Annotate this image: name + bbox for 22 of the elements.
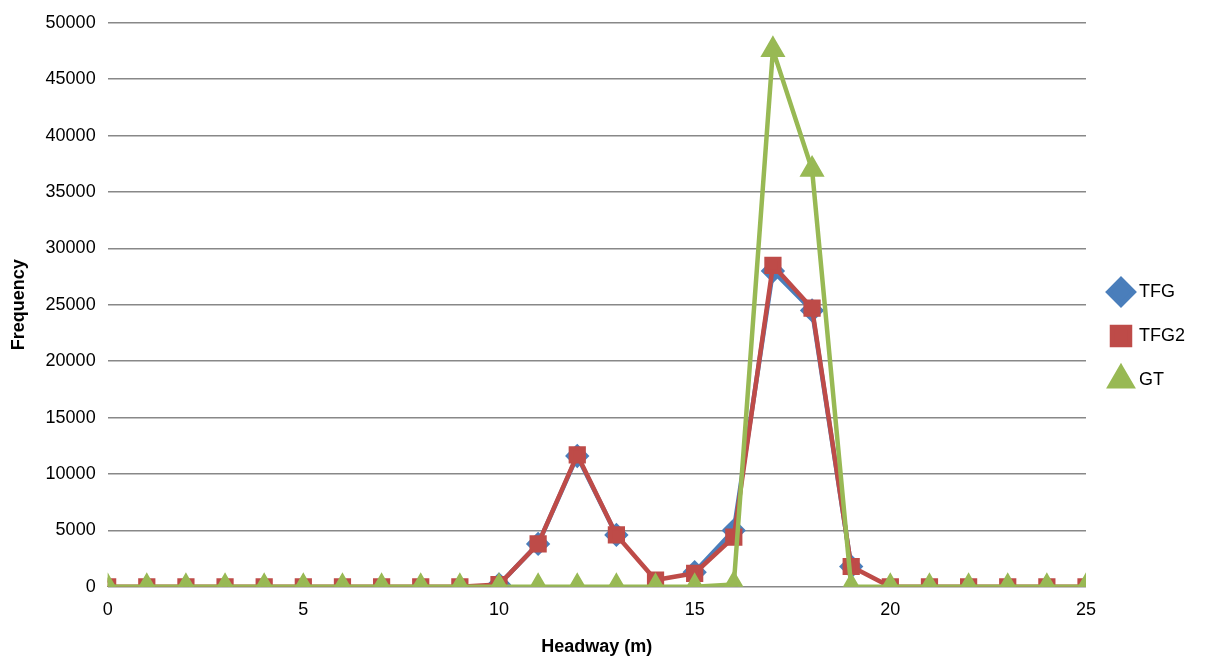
y-tick-label: 10000	[45, 462, 96, 483]
x-tick-label: 25	[1075, 598, 1097, 619]
y-tick-label: 25000	[45, 293, 96, 314]
y-axis-title: Frequency	[7, 259, 28, 351]
legend-label: TFG	[1139, 280, 1175, 301]
x-tick-label: 5	[298, 598, 309, 619]
y-tick-label: 45000	[45, 68, 96, 89]
x-tick-label: 10	[488, 598, 510, 619]
legend-label: TFG2	[1139, 324, 1186, 345]
y-tick-label: 5000	[55, 519, 96, 540]
y-tick-label: 0	[85, 575, 96, 596]
y-tick-label: 20000	[45, 350, 96, 371]
x-tick-label: 0	[102, 598, 113, 619]
x-tick-label: 20	[880, 598, 901, 619]
y-tick-label: 15000	[45, 406, 96, 427]
x-tick-label: 15	[684, 598, 705, 619]
y-tick-label: 40000	[45, 124, 96, 145]
y-tick-label: 50000	[45, 11, 96, 32]
legend-label: GT	[1139, 368, 1164, 389]
x-axis-title: Headway (m)	[541, 636, 653, 657]
y-tick-label: 35000	[45, 180, 96, 201]
y-tick-label: 30000	[45, 237, 96, 258]
